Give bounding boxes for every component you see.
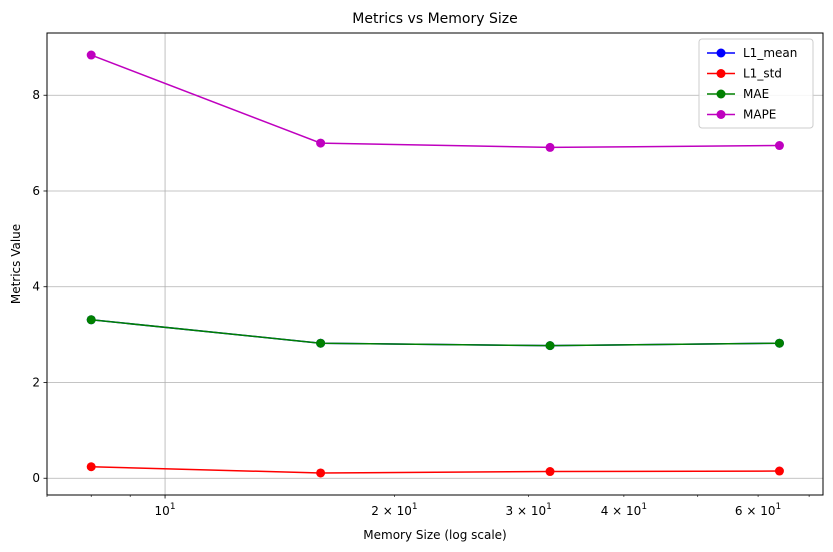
series-line: [91, 319, 780, 347]
data-point: [545, 341, 555, 351]
data-point: [545, 142, 555, 152]
data-point: [774, 466, 784, 476]
legend-item-L1_mean: L1_mean: [707, 46, 797, 60]
series-MAPE: [86, 50, 784, 152]
x-tick-label: 4 × 101: [601, 502, 647, 518]
legend-label: L1_mean: [743, 46, 797, 60]
y-tick-label: 4: [32, 280, 40, 294]
legend-marker: [716, 89, 726, 99]
series-line: [91, 319, 780, 347]
series-L1_std: [86, 462, 784, 478]
x-tick-label: 2 × 101: [371, 502, 417, 518]
data-point: [316, 138, 326, 148]
data-point: [86, 462, 96, 472]
series-line: [90, 54, 780, 149]
legend-marker: [716, 69, 726, 78]
data-point: [86, 50, 96, 60]
chart-title: Metrics vs Memory Size: [352, 11, 517, 27]
x-tick-label: 3 × 101: [506, 502, 552, 518]
x-tick-label: 6 × 101: [735, 502, 781, 518]
legend-marker: [716, 110, 726, 119]
data-point: [86, 315, 96, 325]
legend-label: MAPE: [743, 108, 776, 122]
series-layer: [86, 50, 784, 478]
grid-lines: [47, 33, 823, 495]
legend-item-L1_std: L1_std: [707, 67, 782, 81]
y-tick-label: 6: [32, 184, 40, 198]
y-tick-label: 8: [32, 88, 40, 102]
legend: L1_mean L1_std MAE MAPE: [698, 38, 814, 129]
data-point: [774, 141, 784, 151]
axes: 0 2 4 6 8 101 2 × 101 3 × 101 4 × 101 6 × 101: [32, 88, 810, 518]
legend-box: [698, 38, 814, 129]
data-point: [774, 338, 784, 348]
legend-label: MAE: [743, 87, 769, 101]
series-MAE: [86, 315, 784, 351]
legend-marker: [716, 48, 726, 58]
y-tick-label: 0: [32, 471, 40, 485]
y-axis-label: Metrics Value: [9, 224, 23, 304]
plot-frame: [46, 32, 824, 496]
series-line: [91, 466, 780, 474]
y-tick-label: 2: [32, 375, 40, 389]
x-axis-label: Memory Size (log scale): [363, 528, 506, 542]
data-point: [316, 338, 326, 348]
legend-item-MAE: MAE: [707, 87, 769, 101]
data-point: [316, 468, 326, 478]
data-point: [545, 467, 555, 477]
legend-item-MAPE: MAPE: [707, 108, 776, 122]
x-tick-label: 101: [155, 502, 176, 518]
legend-label: L1_std: [743, 67, 782, 81]
